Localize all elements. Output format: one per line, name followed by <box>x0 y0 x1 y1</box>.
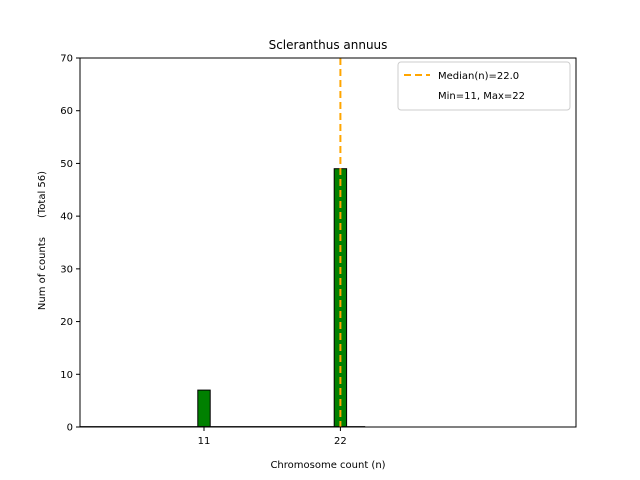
y-tick-label-60: 60 <box>60 106 73 117</box>
y-tick-label-70: 70 <box>60 54 73 65</box>
x-tick-label-22: 22 <box>334 436 347 447</box>
legend-entry-0: Median(n)=22.0 <box>438 71 519 82</box>
y-tick-label-20: 20 <box>60 317 73 328</box>
ticks: 0 10 20 30 40 50 60 70 11 22 <box>60 54 347 448</box>
legend-entry-1: Min=11, Max=22 <box>438 91 525 102</box>
axes <box>79 57 577 428</box>
legend: Median(n)=22.0 Min=11, Max=22 <box>397 61 571 111</box>
y-tick-label-50: 50 <box>60 159 73 170</box>
legend-box <box>397 61 571 111</box>
y-axis-label: Num of counts (Total 56) <box>37 171 48 310</box>
y-tick-label-40: 40 <box>60 212 73 223</box>
chart-title: Scleranthus annuus <box>269 38 388 52</box>
y-tick-label-10: 10 <box>60 370 73 381</box>
y-tick-label-30: 30 <box>60 264 73 275</box>
x-tick-label-11: 11 <box>198 436 211 447</box>
x-axis-label: Chromosome count (n) <box>270 460 385 471</box>
bar-11 <box>197 389 211 428</box>
axes-frame <box>79 57 577 428</box>
y-tick-label-0: 0 <box>67 423 73 434</box>
